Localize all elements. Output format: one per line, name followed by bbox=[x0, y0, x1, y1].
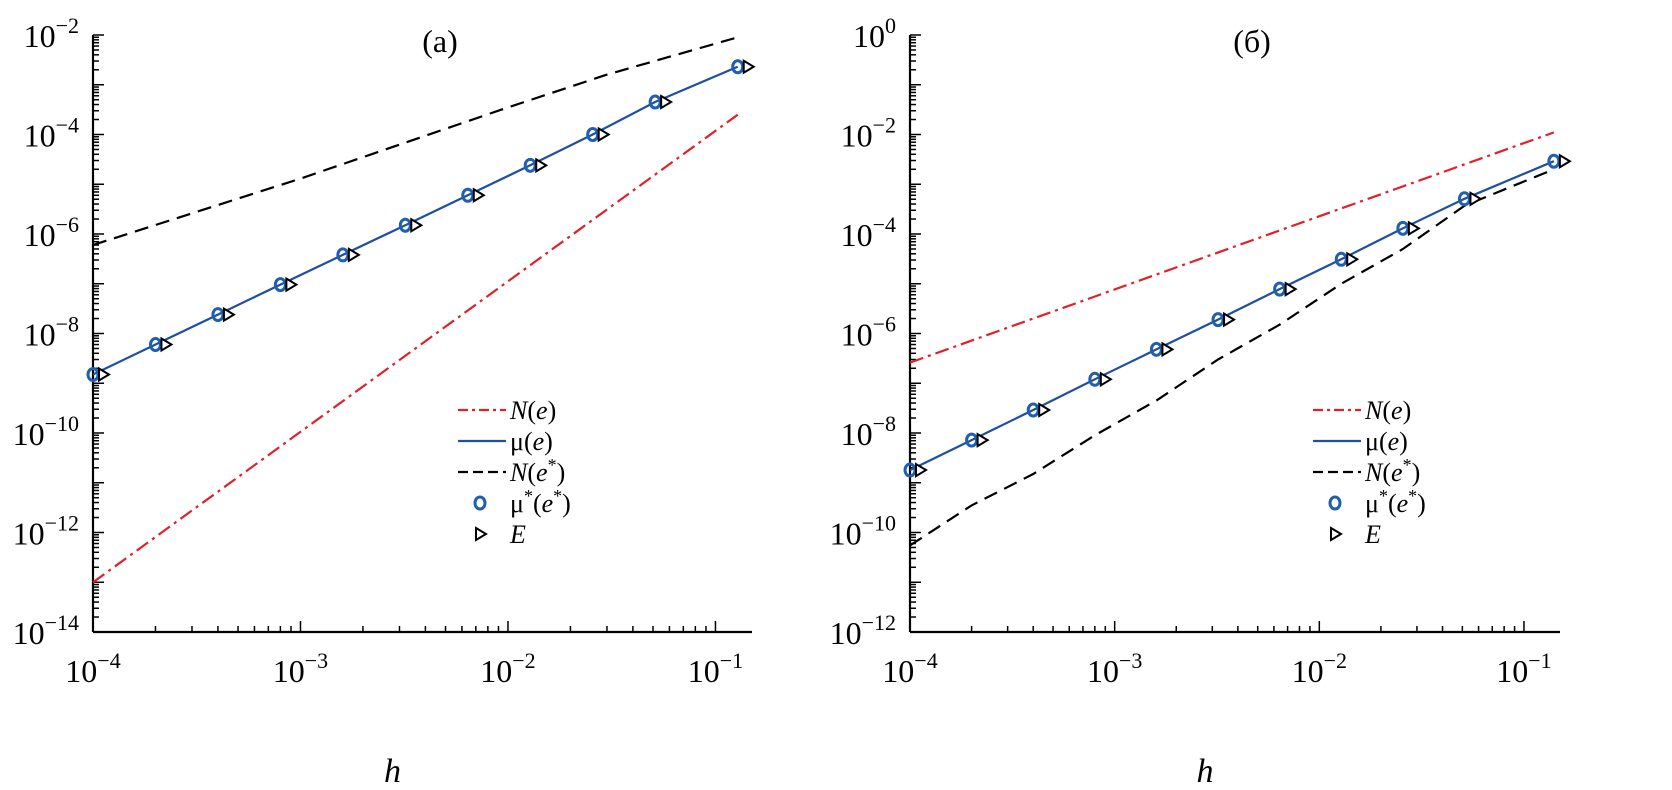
legend: N(e)μ(e)N(e*)μ*(e*)E bbox=[458, 396, 571, 549]
y-tick-label: 10−6 bbox=[841, 312, 896, 353]
marker-circle bbox=[731, 59, 745, 75]
chart-panel-1: 10−4 10−3 10−2 10−1 10−12 10−10 10−8 10−6 10−4 10… bbox=[830, 13, 1572, 790]
x-tick-label: 10−3 bbox=[273, 648, 328, 689]
y-tick-label: 10−10 bbox=[13, 411, 79, 452]
x-tick-label: 10−4 bbox=[65, 648, 120, 689]
marker-triangle bbox=[222, 306, 236, 323]
marker-triangle bbox=[597, 126, 611, 143]
x-tick-label: 10−2 bbox=[480, 648, 535, 689]
marker-triangle bbox=[742, 58, 756, 75]
legend-label: N(e) bbox=[509, 396, 556, 425]
series-line-2 bbox=[909, 168, 1555, 547]
marker-triangle bbox=[1223, 311, 1236, 328]
legend-label: E bbox=[1364, 520, 1381, 549]
y-tick-label: 10−12 bbox=[13, 511, 79, 552]
x-tick-label: 10−3 bbox=[1087, 648, 1142, 689]
y-tick-label: 10−4 bbox=[841, 212, 896, 253]
marker-triangle bbox=[1161, 341, 1175, 358]
marker-triangle bbox=[98, 366, 111, 383]
marker-triangle bbox=[472, 187, 486, 204]
y-tick-label: 10−4 bbox=[24, 113, 79, 154]
legend-label: E bbox=[509, 520, 526, 549]
x-axis-label: h bbox=[384, 753, 401, 790]
marker-triangle bbox=[1407, 220, 1421, 237]
y-tick-label: 10−2 bbox=[24, 13, 79, 54]
legend-swatch bbox=[1328, 495, 1342, 511]
marker-triangle bbox=[410, 217, 424, 234]
legend-label: μ(e) bbox=[1365, 427, 1408, 456]
y-tick-label: 10−6 bbox=[24, 212, 79, 253]
legend-label: μ(e) bbox=[510, 427, 553, 456]
marker-triangle bbox=[535, 157, 549, 174]
x-axis-label: h bbox=[1197, 753, 1214, 790]
x-tick-label: 10−1 bbox=[688, 648, 743, 689]
chart-panel-0: 10−4 10−3 10−2 10−1 10−14 10−12 10−10 10−8 10−6 1… bbox=[13, 13, 756, 790]
marker-triangle bbox=[1038, 402, 1052, 418]
marker-triangle bbox=[160, 336, 174, 353]
marker-triangle bbox=[347, 247, 361, 263]
marker-triangle bbox=[1284, 281, 1298, 297]
marker-triangle bbox=[976, 432, 990, 448]
y-tick-label: 10−14 bbox=[13, 610, 79, 651]
marker-triangle bbox=[915, 462, 928, 478]
legend-swatch bbox=[1330, 526, 1343, 542]
marker-triangle bbox=[1346, 251, 1360, 268]
series-line-1 bbox=[909, 160, 1555, 472]
x-tick-label: 10−2 bbox=[1292, 648, 1347, 689]
legend-label: N(e*) bbox=[1364, 455, 1420, 487]
series-line-0 bbox=[92, 113, 739, 584]
legend-label: μ*(e*) bbox=[510, 486, 571, 518]
y-tick-label: 10−2 bbox=[841, 113, 896, 154]
chart-title: (б) bbox=[1233, 23, 1271, 59]
y-tick-label: 10−10 bbox=[830, 511, 896, 552]
y-tick-label: 10−12 bbox=[830, 610, 896, 651]
series-line-2 bbox=[92, 36, 739, 247]
legend-swatch bbox=[475, 526, 488, 542]
marker-triangle bbox=[660, 94, 674, 110]
y-tick-label: 100 bbox=[853, 13, 896, 54]
marker-triangle bbox=[1469, 191, 1483, 207]
x-tick-label: 10−1 bbox=[1496, 648, 1551, 689]
marker-triangle bbox=[1099, 371, 1113, 388]
series-line-1 bbox=[92, 65, 739, 376]
y-tick-label: 10−8 bbox=[841, 411, 896, 452]
legend-swatch bbox=[473, 495, 487, 511]
chart-title: (а) bbox=[422, 23, 458, 59]
legend-label: μ*(e*) bbox=[1365, 486, 1426, 518]
x-tick-label: 10−4 bbox=[882, 648, 937, 689]
legend-label: N(e) bbox=[1364, 396, 1411, 425]
y-tick-label: 10−8 bbox=[24, 312, 79, 353]
legend: N(e)μ(e)N(e*)μ*(e*)E bbox=[1313, 396, 1426, 549]
legend-label: N(e*) bbox=[509, 455, 565, 487]
marker-triangle bbox=[1558, 153, 1572, 170]
marker-triangle bbox=[285, 276, 299, 293]
series-line-0 bbox=[909, 131, 1555, 364]
